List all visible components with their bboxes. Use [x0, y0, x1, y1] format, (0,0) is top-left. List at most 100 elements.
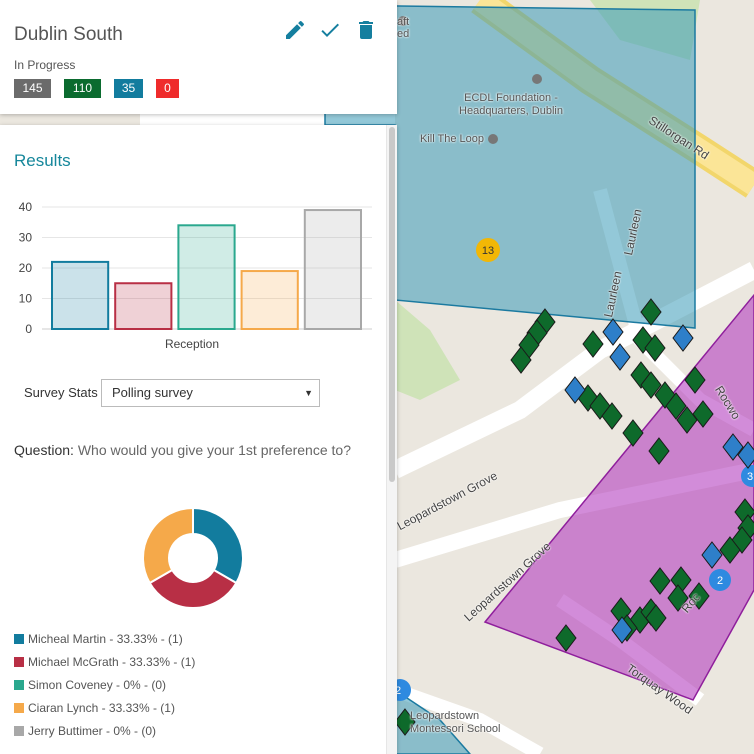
survey-marker[interactable]: [602, 318, 624, 346]
survey-marker[interactable]: [722, 433, 744, 461]
survey-marker[interactable]: [648, 437, 670, 465]
y-tick-label: 20: [19, 261, 33, 275]
survey-marker[interactable]: [667, 584, 689, 612]
legend-item[interactable]: Michael McGrath - 33.33% - (1): [14, 655, 195, 669]
legend-swatch: [14, 634, 24, 644]
question-body: Who would you give your 1st preference t…: [77, 442, 351, 458]
area-title: Dublin South: [14, 24, 123, 45]
survey-marker[interactable]: [644, 334, 666, 362]
donut-slice[interactable]: [148, 568, 238, 609]
donut-slice[interactable]: [192, 506, 244, 585]
bar[interactable]: [303, 209, 362, 330]
survey-marker[interactable]: [622, 419, 644, 447]
survey-marker[interactable]: [609, 343, 631, 371]
pencil-icon[interactable]: [283, 18, 307, 42]
legend-label: Jerry Buttimer - 0% - (0): [28, 724, 157, 738]
cluster-count: 13: [482, 245, 494, 257]
badge-completed: 110: [64, 79, 101, 98]
results-panel[interactable]: Results 0 10 20 30 40 Reception Survey Stats…: [0, 125, 397, 754]
legend-label: Simon Coveney - 0% - (0): [28, 678, 167, 692]
y-tick-label: 0: [25, 322, 32, 336]
survey-marker[interactable]: [510, 346, 532, 374]
legend-label: Michael McGrath - 33.33% - (1): [28, 655, 196, 669]
badge-total: 145: [14, 79, 51, 98]
legend-label: Micheal Martin - 33.33% - (1): [28, 632, 183, 646]
question-text: Question: Who would you give your 1st pr…: [14, 439, 364, 461]
trash-icon[interactable]: [354, 18, 378, 42]
check-icon[interactable]: [318, 18, 342, 42]
survey-marker[interactable]: [692, 400, 714, 428]
legend-swatch: [14, 726, 24, 736]
bar-chart-yticks: 0 10 20 30 40: [19, 200, 33, 336]
legend-item[interactable]: Ciaran Lynch - 33.33% - (1): [14, 701, 175, 715]
poi-marker[interactable]: [488, 134, 498, 144]
survey-marker[interactable]: [564, 376, 586, 404]
legend-item[interactable]: Jerry Buttimer - 0% - (0): [14, 724, 156, 738]
survey-marker[interactable]: [701, 541, 723, 569]
survey-marker[interactable]: [611, 616, 633, 644]
survey-marker[interactable]: [640, 298, 662, 326]
poi-label: ed: [397, 28, 410, 40]
cluster-marker[interactable]: [709, 569, 731, 591]
bar-chart-xlabel: Reception: [165, 337, 219, 351]
survey-marker[interactable]: [601, 402, 623, 430]
cluster-marker[interactable]: [741, 465, 754, 487]
survey-marker[interactable]: [555, 624, 577, 652]
poi-label: Leopardstown Montessori School: [410, 710, 501, 735]
survey-marker[interactable]: [688, 582, 710, 610]
survey-marker[interactable]: [665, 392, 687, 420]
legend-item[interactable]: Micheal Martin - 33.33% - (1): [14, 632, 183, 646]
poi-marker[interactable]: [398, 16, 408, 26]
bar-chart: 0 10 20 30 40 Reception: [19, 200, 372, 351]
donut-chart: [142, 506, 244, 609]
survey-select-value: Polling survey: [112, 385, 193, 400]
survey-marker[interactable]: [676, 406, 698, 434]
map-road: [392, 683, 544, 754]
bar[interactable]: [240, 270, 299, 331]
scrollbar[interactable]: [386, 125, 397, 754]
cluster-count: 2: [395, 685, 401, 697]
bar[interactable]: [114, 282, 173, 330]
legend-label: Ciaran Lynch - 33.33% - (1): [28, 701, 175, 715]
dropdown-arrow-icon: ▼: [304, 388, 313, 398]
survey-marker[interactable]: [719, 536, 741, 564]
poi-label: aft: [397, 16, 410, 28]
survey-marker[interactable]: [649, 567, 671, 595]
legend-swatch: [14, 703, 24, 713]
results-title: Results: [14, 151, 71, 170]
poi-label: ECDL Foundation - Headquarters, Dublin: [459, 92, 563, 117]
legend-item[interactable]: Simon Coveney - 0% - (0): [14, 678, 166, 692]
legend-swatch: [14, 680, 24, 690]
cluster-count: 3: [747, 471, 753, 483]
cluster-count: 2: [717, 575, 723, 587]
poi-label: Kill The Loop: [420, 133, 485, 145]
bar[interactable]: [51, 260, 110, 330]
survey-marker[interactable]: [394, 708, 416, 736]
map-markers[interactable]: [394, 298, 754, 736]
bar[interactable]: [177, 224, 236, 330]
survey-marker[interactable]: [684, 366, 706, 394]
y-tick-label: 40: [19, 200, 33, 214]
legend-swatch: [14, 657, 24, 667]
question-label: Question:: [14, 442, 74, 458]
bar-chart-bars: [51, 209, 362, 331]
cluster-marker[interactable]: [476, 238, 500, 262]
area-header-card: Dublin South In Progress 145 110 35 0: [0, 0, 397, 114]
survey-marker[interactable]: [582, 330, 604, 358]
map-park: [395, 300, 460, 400]
survey-stats-label: Survey Stats: [24, 385, 98, 400]
survey-marker[interactable]: [672, 324, 694, 352]
donut-slice[interactable]: [142, 506, 194, 585]
badge-in-progress: 35: [114, 79, 143, 98]
poi-marker[interactable]: [532, 74, 542, 84]
scrollbar-thumb[interactable]: [389, 127, 395, 482]
y-tick-label: 30: [19, 231, 33, 245]
y-tick-label: 10: [19, 292, 33, 306]
badge-issues: 0: [156, 79, 179, 98]
survey-marker[interactable]: [640, 371, 662, 399]
survey-marker[interactable]: [645, 604, 667, 632]
survey-marker[interactable]: [737, 441, 754, 469]
survey-select[interactable]: Polling survey ▼: [101, 379, 320, 407]
status-text: In Progress: [14, 58, 76, 72]
